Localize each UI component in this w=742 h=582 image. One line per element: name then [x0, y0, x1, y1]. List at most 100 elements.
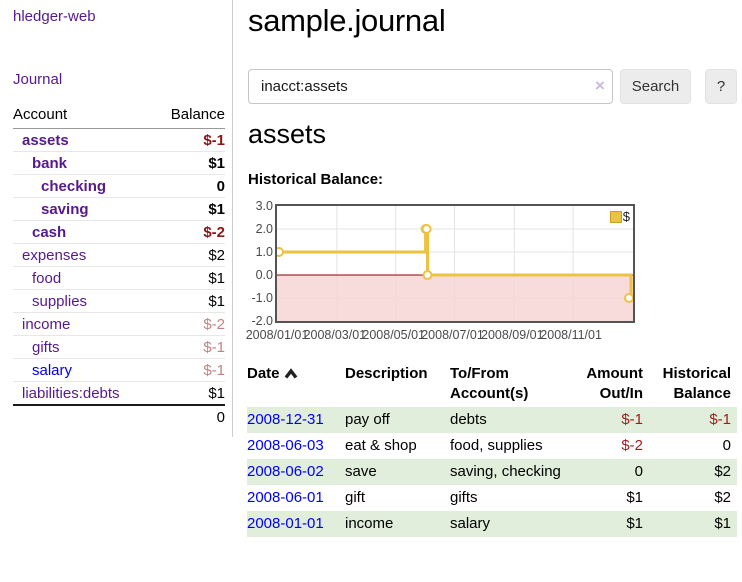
account-row: expenses $2 [13, 243, 225, 267]
page-title: sample.journal [248, 3, 446, 38]
transaction-balance: $1 [714, 515, 731, 532]
account-link-income[interactable]: income [22, 316, 71, 333]
register-header-balance: Historical Balance [662, 365, 731, 402]
app-brand-link[interactable]: hledger-web [13, 8, 96, 25]
transaction-balance: 0 [722, 437, 731, 454]
account-balance: $1 [153, 381, 225, 405]
chart-svg [277, 206, 633, 321]
register-table: Date Description To/From Account(s) Amou… [247, 362, 737, 537]
account-link-saving[interactable]: saving [41, 201, 89, 218]
account-link-supplies[interactable]: supplies [32, 293, 88, 310]
account-link-gifts[interactable]: gifts [32, 339, 60, 356]
transaction-amount: $1 [626, 489, 643, 506]
register-header-date-label: Date [247, 365, 280, 382]
account-balance: $1 [153, 289, 225, 313]
x-tick-label: 2008/01/01 [245, 328, 309, 342]
transaction-accounts: salary [450, 515, 491, 532]
transaction-date-link[interactable]: 2008-06-02 [247, 463, 324, 480]
account-row: checking 0 [13, 174, 225, 198]
register-row: 2008-06-01 gift gifts $1 $2 [247, 485, 737, 511]
chart-plot-area: $ [275, 204, 635, 323]
sidebar: hledger-web Journal Account Balance asse… [0, 0, 233, 437]
account-row: liabilities:debts $1 [13, 381, 225, 405]
search-form: × Search ? [247, 69, 742, 105]
register-header-description: Description [345, 365, 428, 382]
transaction-date-link[interactable]: 2008-06-03 [247, 437, 324, 454]
account-balance: $-1 [153, 358, 225, 382]
account-link-bank[interactable]: bank [32, 155, 68, 172]
chart-legend: $ [609, 209, 630, 224]
transaction-balance: $-1 [709, 411, 731, 428]
transaction-accounts: saving, checking [450, 463, 561, 480]
transaction-accounts: gifts [450, 489, 478, 506]
account-balance: $1 [153, 151, 225, 175]
account-row: bank $1 [13, 151, 225, 175]
account-link-checking[interactable]: checking [41, 178, 107, 195]
account-balance: $-2 [153, 312, 225, 336]
account-link-salary[interactable]: salary [32, 362, 73, 379]
account-balance: $2 [153, 243, 225, 267]
transaction-amount: 0 [634, 463, 643, 480]
transaction-description: eat & shop [345, 437, 417, 454]
accounts-header-row: Account Balance [13, 103, 225, 129]
account-row: assets $-1 [13, 129, 225, 152]
transaction-accounts: food, supplies [450, 437, 543, 454]
x-tick-label: 2008/03/01 [303, 328, 367, 342]
transaction-description: pay off [345, 411, 390, 428]
account-row: cash $-2 [13, 220, 225, 244]
account-row: gifts $-1 [13, 335, 225, 359]
transaction-date-link[interactable]: 2008-06-01 [247, 489, 324, 506]
transaction-accounts: debts [450, 411, 487, 428]
accounts-total-value: 0 [153, 404, 225, 428]
account-balance: $1 [153, 266, 225, 290]
search-button[interactable]: Search [620, 69, 691, 104]
account-row: supplies $1 [13, 289, 225, 313]
account-link-expenses[interactable]: expenses [22, 247, 87, 264]
accounts-header-account: Account [13, 103, 154, 129]
transaction-balance: $2 [714, 463, 731, 480]
transaction-date-link[interactable]: 2008-01-01 [247, 515, 324, 532]
account-balance: $-2 [153, 220, 225, 244]
legend-label: $ [622, 209, 630, 224]
account-link-liabilities-debts[interactable]: liabilities:debts [22, 385, 120, 402]
y-tick-label: 1.0 [255, 245, 273, 259]
y-tick-label: -1.0 [251, 291, 273, 305]
account-row: saving $1 [13, 197, 225, 221]
search-input[interactable] [248, 69, 613, 104]
account-balance: $1 [153, 197, 225, 221]
y-tick-label: 2.0 [255, 222, 273, 236]
account-row: salary $-1 [13, 358, 225, 382]
clear-search-icon[interactable]: × [595, 76, 605, 95]
y-tick-label: 3.0 [255, 199, 273, 213]
accounts-total-row: 0 [13, 404, 225, 428]
account-link-cash[interactable]: cash [32, 224, 67, 241]
x-tick-label: 2008/11/01 [540, 328, 602, 342]
register-header-row: Date Description To/From Account(s) Amou… [247, 362, 737, 407]
accounts-table: Account Balance assets $-1 bank $1 check… [13, 103, 225, 428]
transaction-description: income [345, 515, 394, 532]
account-heading: assets [248, 119, 327, 149]
account-row: food $1 [13, 266, 225, 290]
transaction-amount: $1 [626, 515, 643, 532]
account-row: income $-2 [13, 312, 225, 336]
sidebar-item-journal[interactable]: Journal [13, 71, 63, 88]
transaction-amount: $-1 [621, 411, 643, 428]
x-tick-label: 2008/09/01 [481, 328, 544, 342]
account-link-food[interactable]: food [32, 270, 62, 287]
register-header-date[interactable]: Date [247, 362, 345, 407]
transaction-description: save [345, 463, 377, 480]
register-row: 2008-01-01 income salary $1 $1 [247, 511, 737, 537]
legend-swatch-icon [609, 210, 622, 223]
account-balance: 0 [153, 174, 225, 198]
historical-balance-chart: 3.0 2.0 1.0 0.0 -1.0 -2.0 $ 2008/01/01 2008/03… [245, 199, 742, 347]
transaction-balance: $2 [714, 489, 731, 506]
register-header-tofrom: To/From Account(s) [450, 365, 529, 402]
register-row: 2008-06-02 save saving, checking 0 $2 [247, 459, 737, 485]
transaction-date-link[interactable]: 2008-12-31 [247, 411, 324, 428]
register-header-amount: Amount Out/In [586, 365, 643, 402]
account-link-assets[interactable]: assets [22, 132, 69, 149]
chart-section-label: Historical Balance: [248, 171, 384, 188]
register-row: 2008-06-03 eat & shop food, supplies $-2… [247, 433, 737, 459]
help-button[interactable]: ? [705, 69, 737, 104]
main-content: sample.journal × Search ? assets Histori… [245, 0, 742, 582]
